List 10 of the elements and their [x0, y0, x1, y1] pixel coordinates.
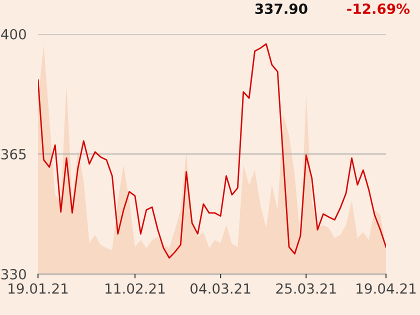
x-tick-label: 11.02.21: [106, 283, 165, 294]
x-tick-label: 25.03.21: [276, 283, 336, 294]
text: -12.69%: [347, 4, 410, 14]
x-tick-label: 04.03.21: [190, 283, 250, 294]
x-tick-label: 19.04.21: [356, 283, 416, 294]
y-tick-label: 365: [1, 148, 26, 160]
x-tick-label: 19.01.21: [8, 283, 68, 294]
y-tick-label: 330: [1, 268, 26, 280]
y-tick-label: 400: [1, 28, 26, 40]
text: 337.90: [255, 4, 308, 14]
